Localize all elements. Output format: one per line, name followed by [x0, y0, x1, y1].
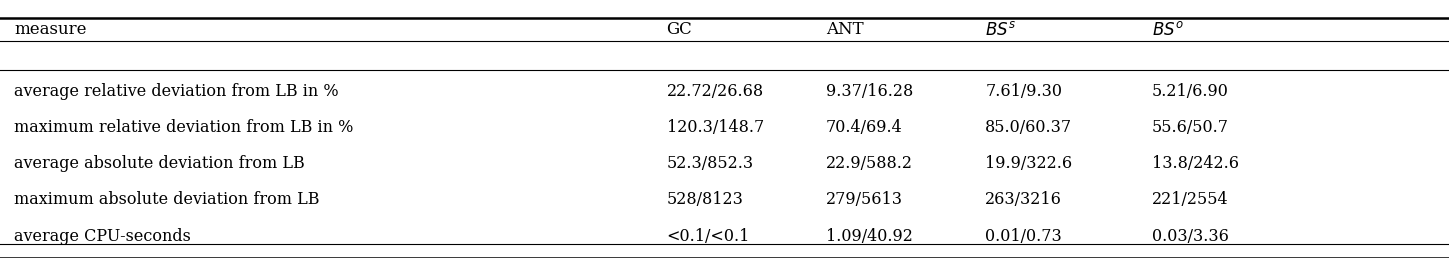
- Text: 9.37/16.28: 9.37/16.28: [826, 83, 913, 100]
- Text: <0.1/<0.1: <0.1/<0.1: [667, 228, 751, 245]
- Text: ANT: ANT: [826, 21, 864, 38]
- Text: 70.4/69.4: 70.4/69.4: [826, 119, 903, 136]
- Text: 120.3/148.7: 120.3/148.7: [667, 119, 764, 136]
- Text: 19.9/322.6: 19.9/322.6: [985, 155, 1072, 172]
- Text: 221/2554: 221/2554: [1152, 191, 1229, 208]
- Text: 279/5613: 279/5613: [826, 191, 903, 208]
- Text: GC: GC: [667, 21, 693, 38]
- Text: 13.8/242.6: 13.8/242.6: [1152, 155, 1239, 172]
- Text: maximum relative deviation from LB in %: maximum relative deviation from LB in %: [14, 119, 354, 136]
- Text: 1.09/40.92: 1.09/40.92: [826, 228, 913, 245]
- Text: average CPU-seconds: average CPU-seconds: [14, 228, 191, 245]
- Text: 22.72/26.68: 22.72/26.68: [667, 83, 764, 100]
- Text: 0.01/0.73: 0.01/0.73: [985, 228, 1062, 245]
- Text: average absolute deviation from LB: average absolute deviation from LB: [14, 155, 306, 172]
- Text: 22.9/588.2: 22.9/588.2: [826, 155, 913, 172]
- Text: 55.6/50.7: 55.6/50.7: [1152, 119, 1229, 136]
- Text: 7.61/9.30: 7.61/9.30: [985, 83, 1062, 100]
- Text: 0.03/3.36: 0.03/3.36: [1152, 228, 1229, 245]
- Text: $\mathit{BS}^o$: $\mathit{BS}^o$: [1152, 21, 1184, 39]
- Text: 5.21/6.90: 5.21/6.90: [1152, 83, 1229, 100]
- Text: average relative deviation from LB in %: average relative deviation from LB in %: [14, 83, 339, 100]
- Text: 52.3/852.3: 52.3/852.3: [667, 155, 753, 172]
- Text: $\mathit{BS}^s$: $\mathit{BS}^s$: [985, 21, 1016, 39]
- Text: measure: measure: [14, 21, 87, 38]
- Text: maximum absolute deviation from LB: maximum absolute deviation from LB: [14, 191, 320, 208]
- Text: 85.0/60.37: 85.0/60.37: [985, 119, 1072, 136]
- Text: 263/3216: 263/3216: [985, 191, 1062, 208]
- Text: 528/8123: 528/8123: [667, 191, 743, 208]
